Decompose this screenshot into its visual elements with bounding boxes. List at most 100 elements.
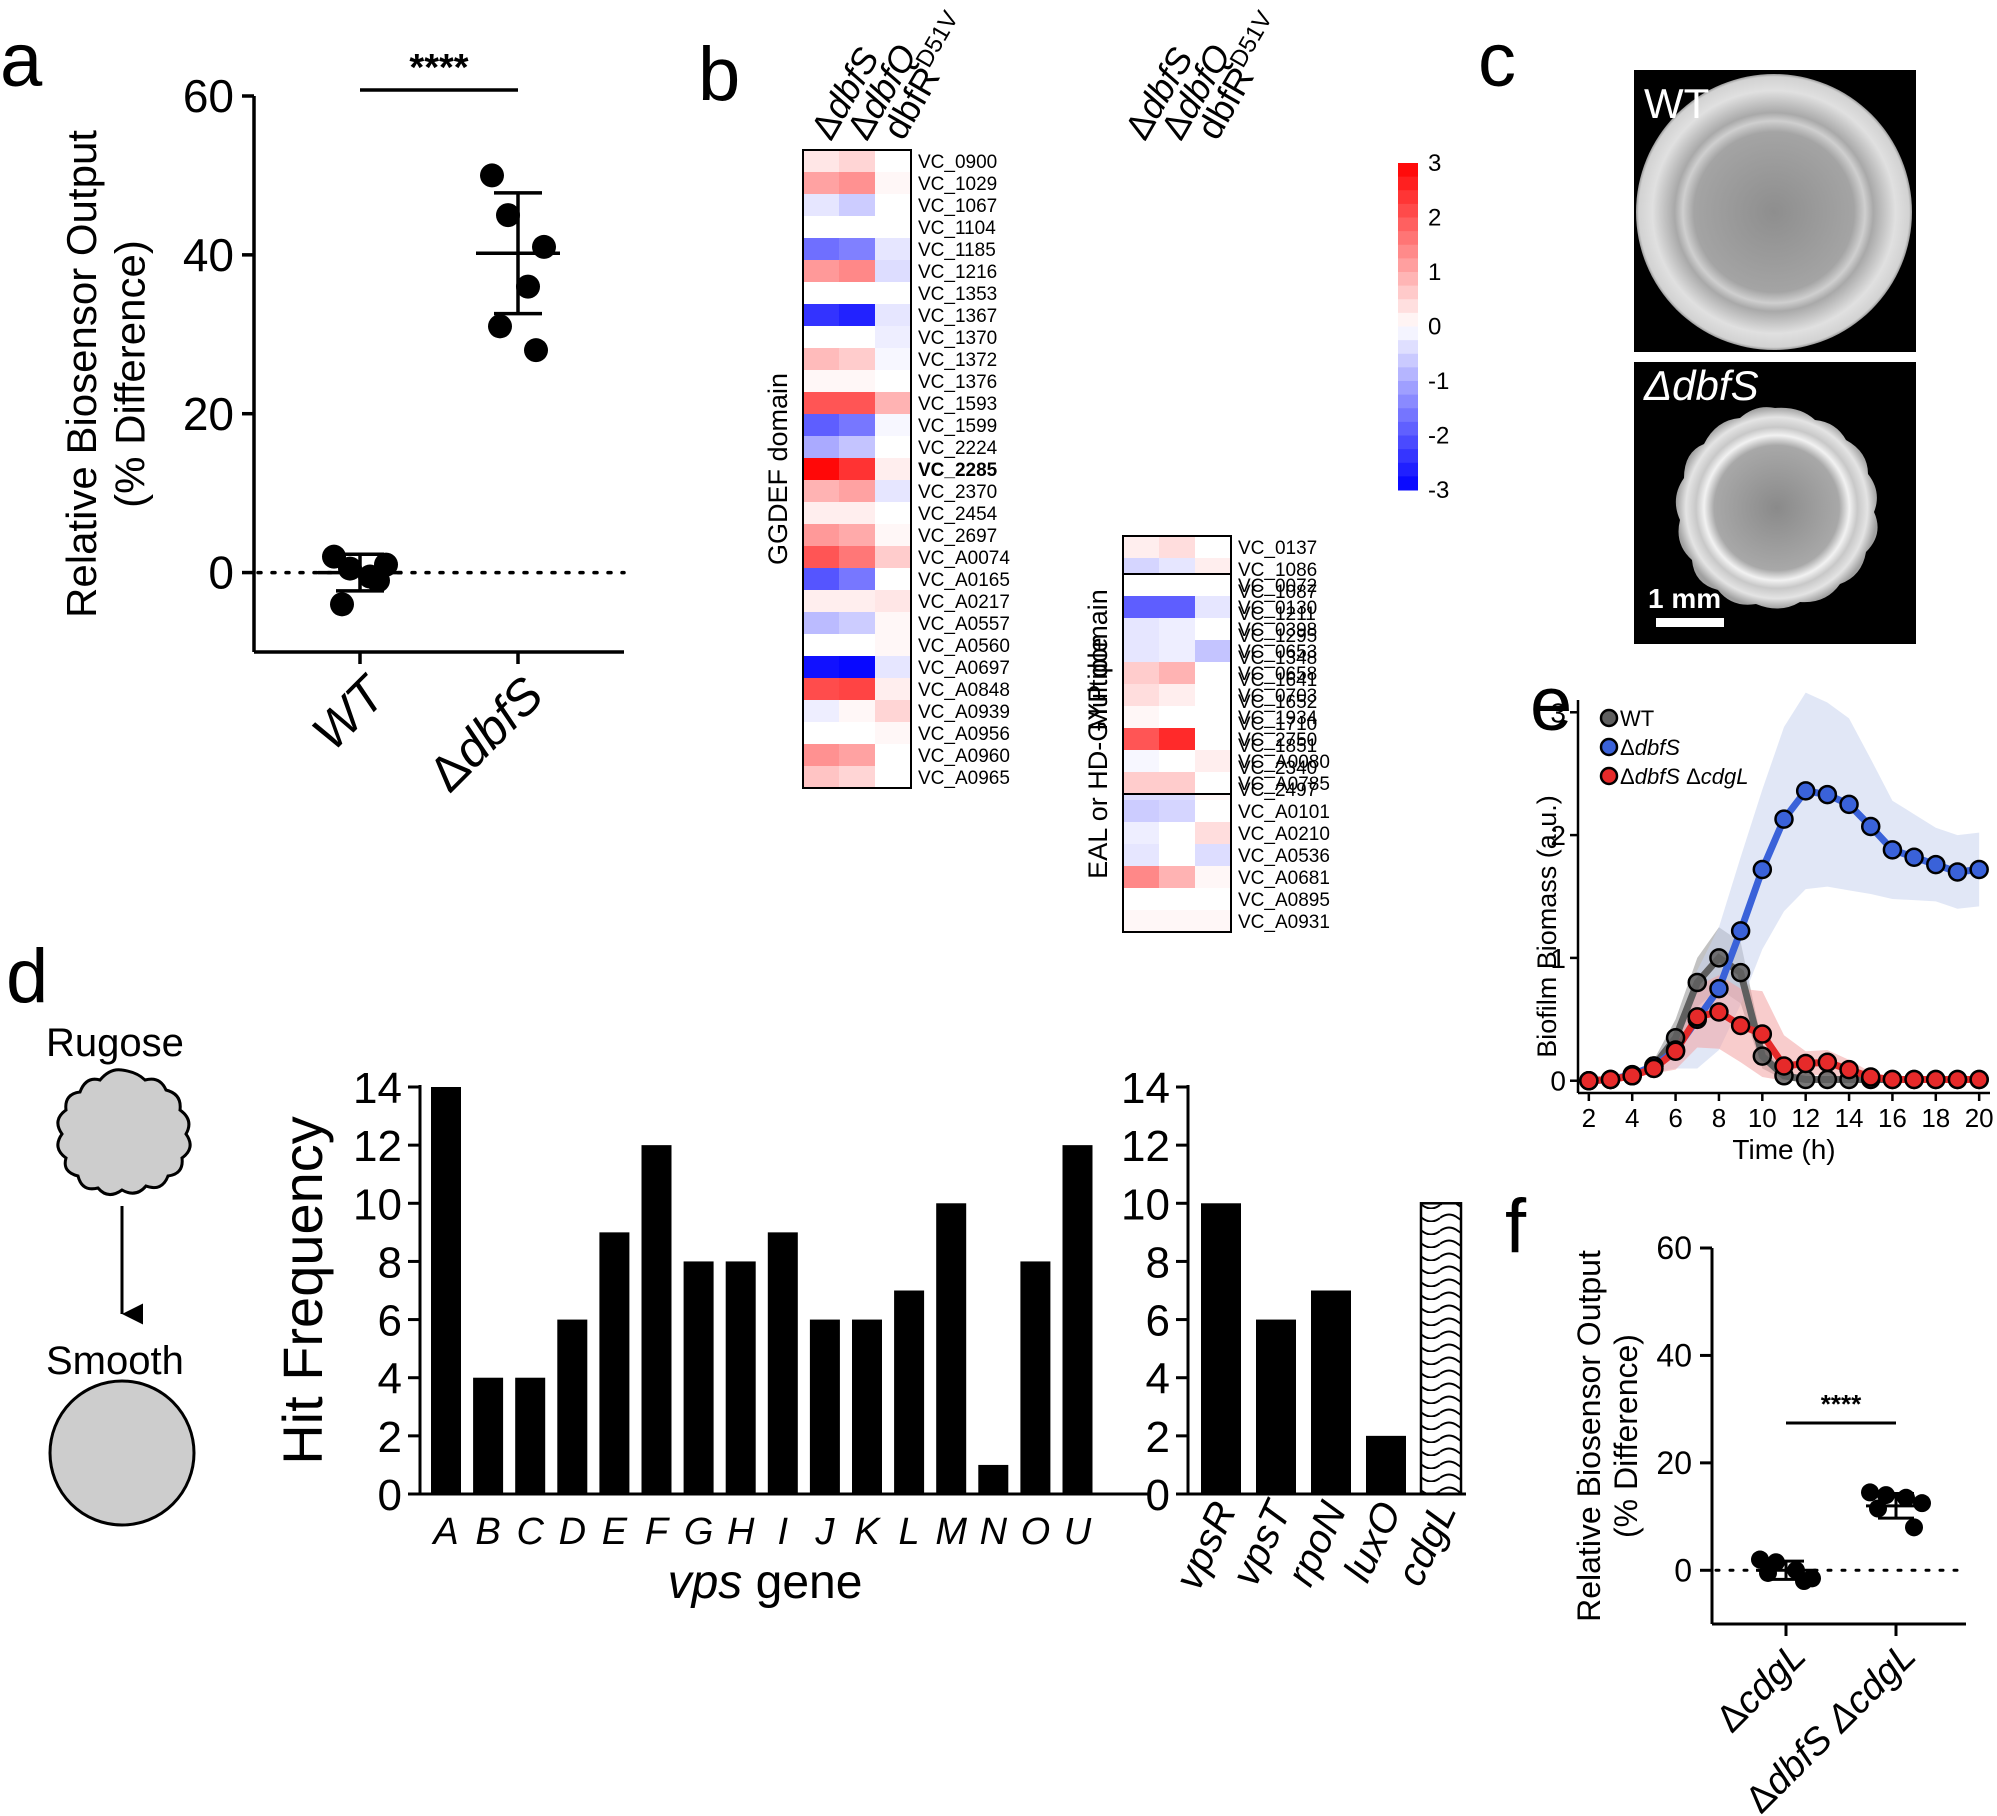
gene-label: VC_2750 bbox=[1238, 730, 1317, 751]
wt-colony-label: WT bbox=[1644, 80, 1709, 127]
gene-label: VC_A0074 bbox=[918, 548, 1010, 569]
a-data-point bbox=[366, 568, 390, 593]
e-legend-label-2: ΔdbfS ΔcdgL bbox=[1620, 764, 1749, 789]
heatmap-cell bbox=[803, 260, 839, 282]
vps-bar bbox=[473, 1377, 504, 1494]
heatmap-cell bbox=[839, 194, 875, 216]
heatmap-cell bbox=[803, 172, 839, 194]
panel-d-cartoon: Rugose Smooth bbox=[46, 1021, 196, 1527]
colorbar-segment bbox=[1398, 217, 1418, 232]
vps-category-label: F bbox=[645, 1511, 670, 1553]
e-y-tick-label: 3 bbox=[1550, 697, 1566, 728]
heatmap-cell bbox=[1159, 640, 1195, 662]
heatmap-cell bbox=[875, 612, 911, 634]
e-data-point-2 bbox=[1860, 1067, 1881, 1087]
gene-label: VC_0900 bbox=[918, 152, 997, 173]
colorbar-segment bbox=[1398, 408, 1418, 423]
heatmap-cell bbox=[839, 678, 875, 700]
panel-label-e: e bbox=[1530, 662, 1572, 747]
heatmap-cell bbox=[875, 766, 911, 788]
heatmap-cell bbox=[839, 766, 875, 788]
gene-label: VC_A0785 bbox=[1238, 774, 1330, 795]
gene-label: VC_1372 bbox=[918, 350, 997, 371]
gene-label: VC_1086 bbox=[1238, 560, 1317, 581]
heatmap-cell bbox=[839, 480, 875, 502]
heatmap-cell bbox=[875, 458, 911, 480]
e-data-point-2 bbox=[1709, 1002, 1729, 1022]
heatmap-cell bbox=[803, 502, 839, 524]
heatmap-cell bbox=[803, 744, 839, 766]
colorbar-segment bbox=[1398, 258, 1418, 273]
heatmap-cell bbox=[1195, 822, 1231, 844]
vps-category-label: N bbox=[980, 1511, 1008, 1553]
heatmap-cell bbox=[1159, 866, 1195, 888]
heatmap-cell bbox=[803, 282, 839, 304]
heatmap-cell bbox=[1123, 618, 1159, 640]
gene-label: VC_A0210 bbox=[1238, 824, 1330, 845]
heatmap-cell bbox=[875, 590, 911, 612]
heatmap-cell bbox=[1123, 662, 1159, 684]
gene-label: VC_A0848 bbox=[918, 680, 1010, 701]
colorbar-tick-label: 3 bbox=[1428, 150, 1441, 177]
heatmap-cell bbox=[803, 370, 839, 392]
vps-category-label: K bbox=[854, 1511, 881, 1553]
e-data-point-0 bbox=[1795, 1069, 1816, 1090]
e-data-point-2 bbox=[1622, 1066, 1642, 1086]
heatmap-cell bbox=[839, 656, 875, 678]
colorbar-segment bbox=[1398, 176, 1418, 191]
e-data-point-2 bbox=[1969, 1069, 1989, 1090]
heatmap-cell bbox=[875, 194, 911, 216]
f-y-tick-label: 40 bbox=[1656, 1338, 1692, 1374]
heatmap-cell bbox=[875, 678, 911, 700]
heatmap-cell bbox=[839, 238, 875, 260]
vps-bar bbox=[557, 1319, 588, 1494]
heatmap-cell bbox=[1159, 684, 1195, 706]
f-data-point bbox=[1897, 1488, 1915, 1507]
e-data-point-2 bbox=[1730, 1015, 1751, 1036]
heatmap-cell bbox=[803, 480, 839, 502]
panel-label-a: a bbox=[0, 18, 43, 103]
vps-y-tick-label: 10 bbox=[353, 1180, 402, 1229]
heatmap-cell bbox=[839, 524, 875, 546]
heatmap-cell bbox=[803, 568, 839, 590]
e-data-point-2 bbox=[1795, 1053, 1816, 1074]
panel-label-d: d bbox=[6, 934, 48, 1019]
f-category-label: ΔcdgL bbox=[1708, 1635, 1814, 1741]
e-data-point-1 bbox=[1947, 862, 1968, 882]
mutant-colony bbox=[1675, 407, 1878, 609]
colorbar-segment bbox=[1398, 367, 1418, 382]
scale-bar-label: 1 mm bbox=[1648, 583, 1721, 614]
heatmap-cell bbox=[839, 502, 875, 524]
e-data-point-0 bbox=[1730, 962, 1751, 983]
gene-label: VC_2285 bbox=[918, 460, 998, 481]
colorbar-segment bbox=[1398, 476, 1418, 491]
e-data-point-1 bbox=[1904, 847, 1924, 867]
heatmap-cell bbox=[875, 348, 911, 370]
heatmap-cell bbox=[1159, 596, 1195, 618]
gene-label: VC_1599 bbox=[918, 416, 997, 437]
panel-label-b: b bbox=[698, 32, 740, 117]
colorbar-segment bbox=[1398, 299, 1418, 314]
gene-label: VC_0137 bbox=[1238, 538, 1317, 559]
e-data-point-1 bbox=[1926, 854, 1946, 875]
gene-label: VC_A0681 bbox=[1238, 868, 1330, 889]
colorbar-segment bbox=[1398, 421, 1418, 436]
heatmap-cell bbox=[1195, 844, 1231, 866]
gene-label: VC_0072 bbox=[1238, 576, 1317, 597]
heatmap-cell bbox=[875, 172, 911, 194]
a-y-tick-label: 0 bbox=[208, 547, 234, 599]
a-data-point bbox=[480, 163, 504, 188]
e-data-point-2 bbox=[1687, 1007, 1708, 1027]
heatmap-cell bbox=[1195, 536, 1231, 558]
heatmap-cell bbox=[839, 436, 875, 458]
vps-bar bbox=[978, 1464, 1009, 1494]
heatmap-cell bbox=[839, 304, 875, 326]
a-data-point bbox=[330, 592, 354, 617]
vps-category-label: J bbox=[814, 1511, 835, 1553]
f-data-point bbox=[1795, 1572, 1813, 1591]
heatmap-cell bbox=[1123, 750, 1159, 772]
e-data-point-1 bbox=[1860, 816, 1881, 837]
a-data-point bbox=[516, 274, 540, 299]
